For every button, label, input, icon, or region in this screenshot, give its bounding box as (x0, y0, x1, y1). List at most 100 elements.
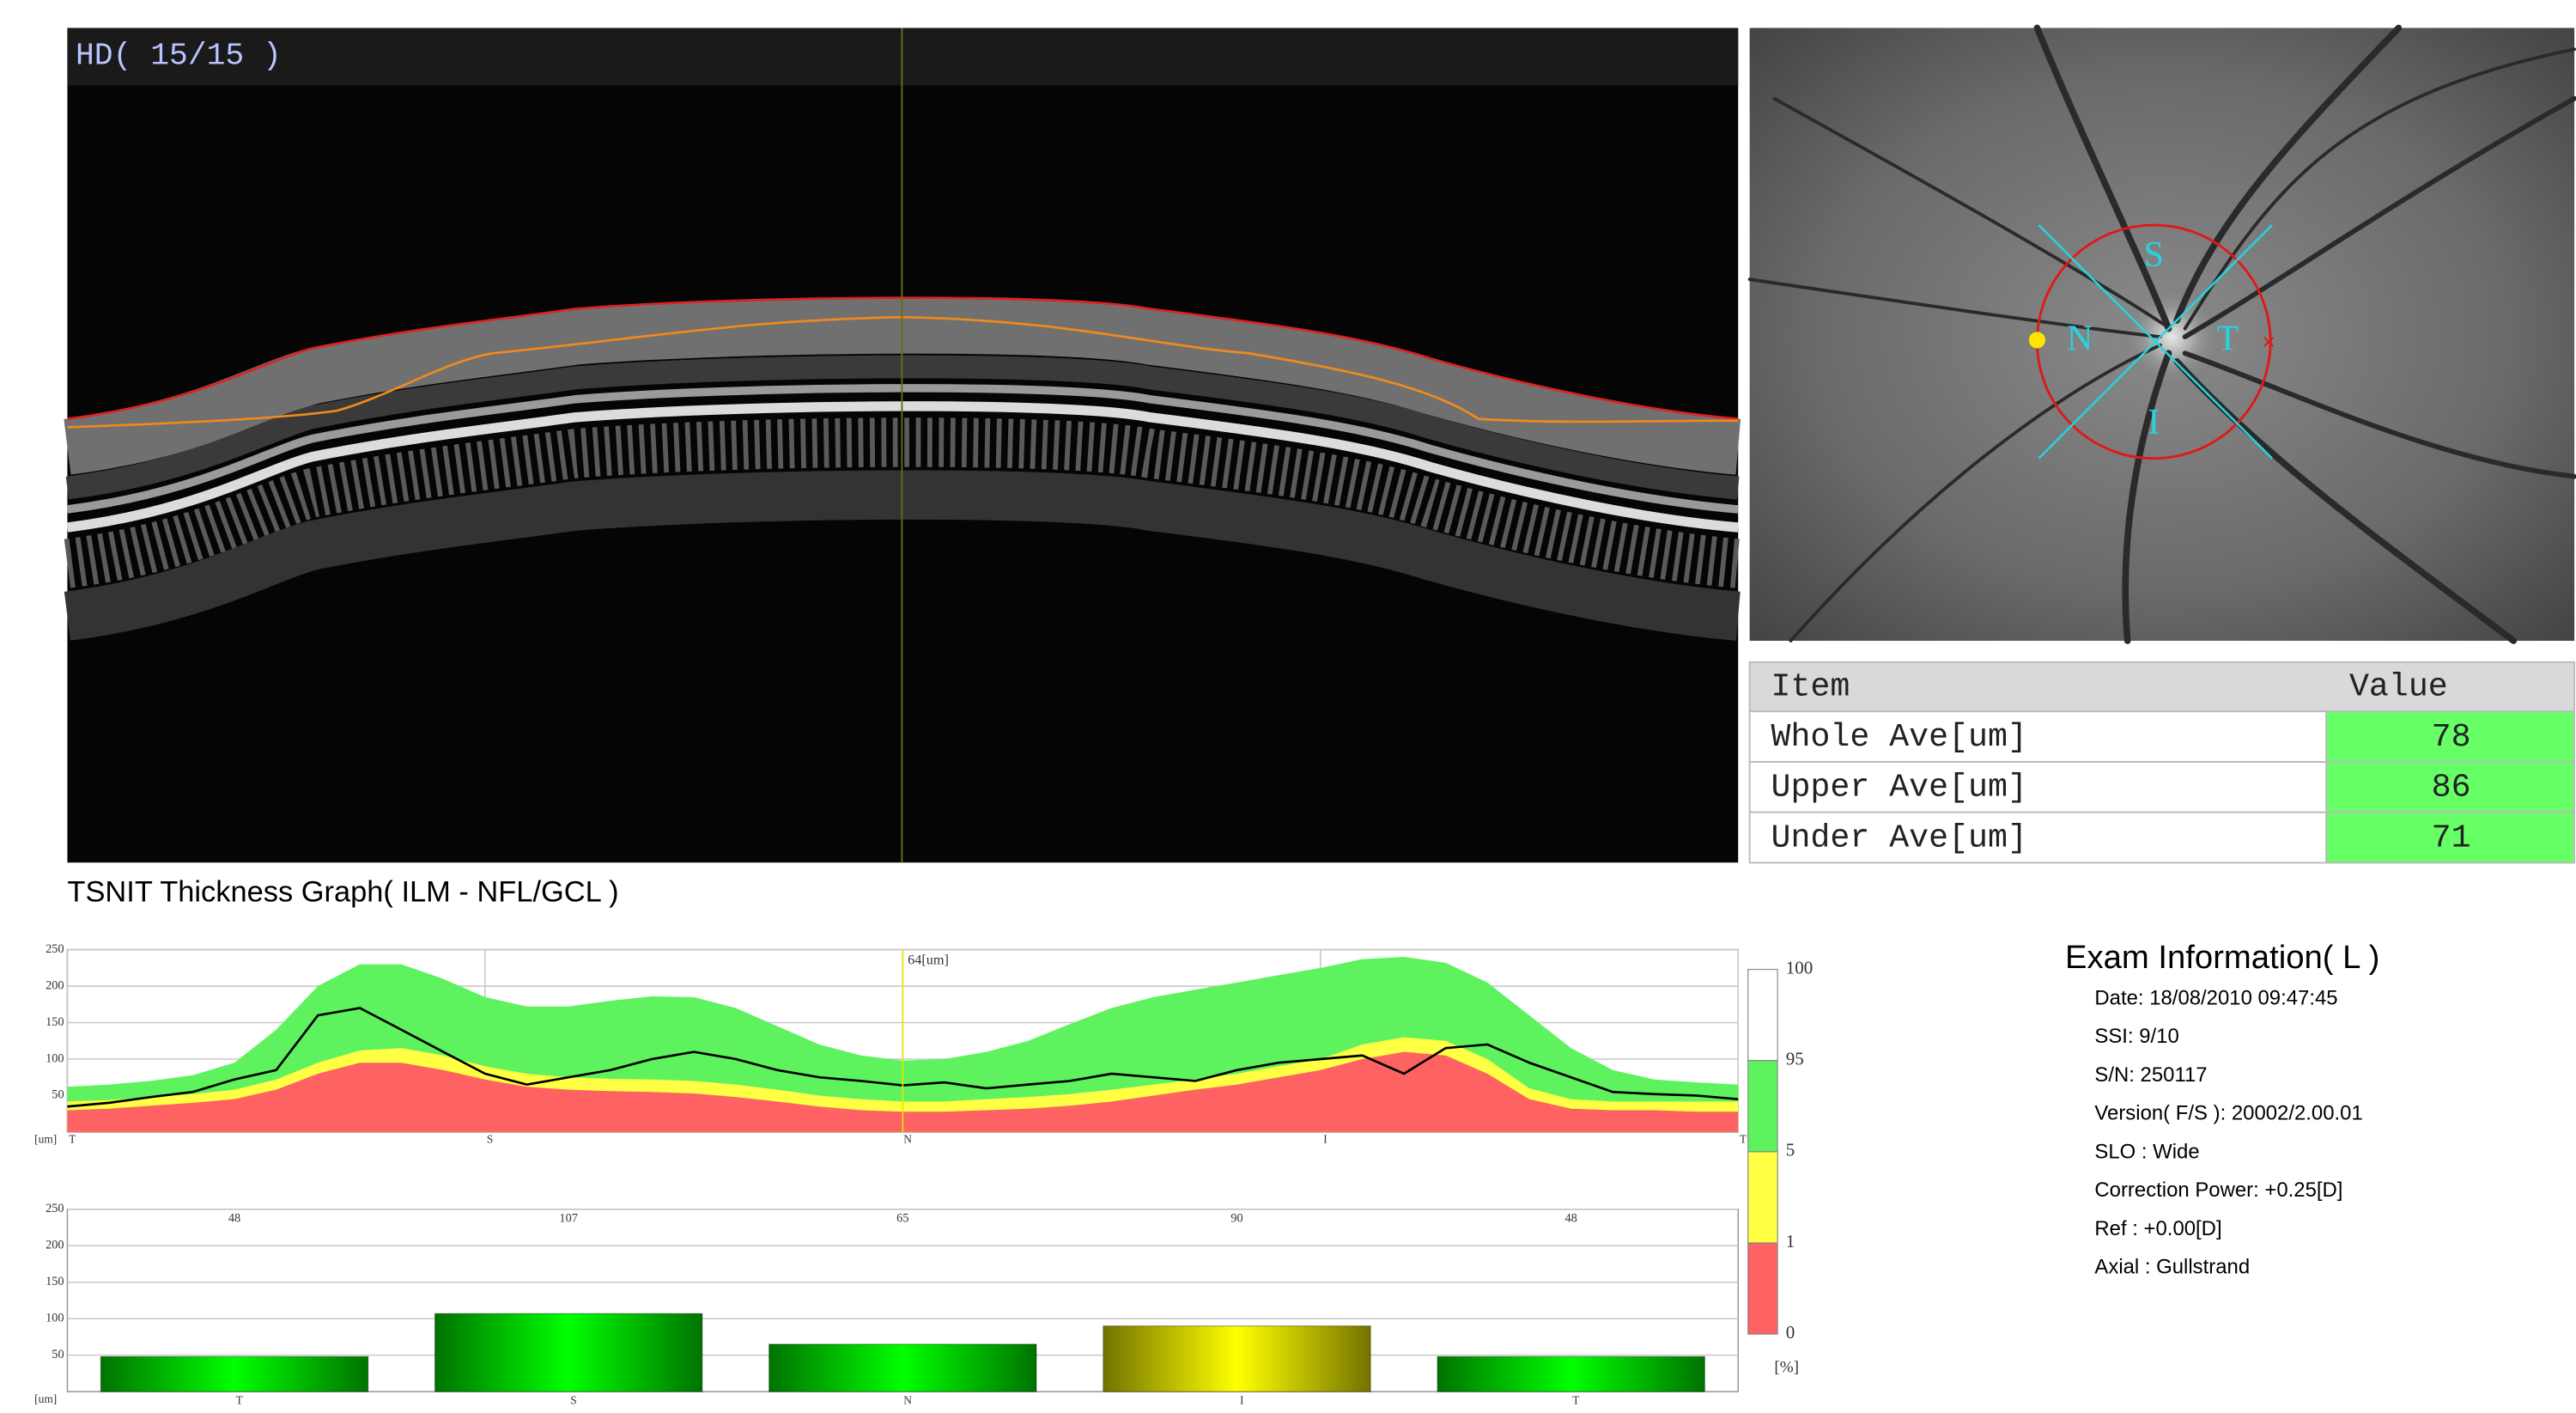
table-row (1748, 710, 2328, 763)
legend-label: 0 (1786, 1322, 1795, 1343)
x-tick-label: T (1740, 1133, 1747, 1146)
table-cell: 78 (2432, 719, 2471, 756)
bar-shade (1437, 1355, 1705, 1392)
quadrant-label: S (2144, 235, 2164, 275)
table-row (1748, 761, 2328, 813)
x-tick-label: T (1572, 1394, 1579, 1407)
cursor-label: 64[um] (908, 953, 949, 968)
legend-band (1747, 1242, 1778, 1335)
table-header-cell: Item (1771, 669, 1850, 706)
legend-label: 5 (1786, 1140, 1795, 1160)
value-label: 90 (1230, 1212, 1242, 1226)
quadrant-label: T (2217, 320, 2239, 359)
deep-choroid (64, 470, 1741, 641)
percentile-area (67, 1051, 1739, 1132)
scan-label: HD( 15/15 ) (76, 39, 282, 74)
y-tick-label: 50 (52, 1088, 64, 1102)
exam-title: Exam Information( L ) (2065, 939, 2379, 976)
oct-top-band (67, 27, 1739, 86)
legend-band (1747, 1060, 1778, 1153)
value-label: 48 (228, 1212, 240, 1226)
x-tick-label: N (903, 1394, 912, 1407)
y-unit: [um] (34, 1133, 57, 1146)
y-tick-label: 100 (46, 1051, 64, 1065)
value-label: 107 (559, 1212, 578, 1226)
legend-band (1747, 1151, 1778, 1244)
ilm-boundary (67, 296, 1739, 421)
bar-edge (100, 1356, 368, 1392)
retina-layers (64, 296, 1741, 641)
y-tick-label: 150 (46, 1015, 64, 1029)
exam-line: Correction Power: +0.25[D] (2094, 1179, 2342, 1202)
bar-edge (1437, 1356, 1705, 1392)
x-tick-label: S (570, 1394, 576, 1407)
legend-label: 100 (1786, 957, 1814, 978)
y-tick-label: 200 (46, 978, 64, 992)
legend-unit: [%] (1774, 1359, 1799, 1377)
table-cell: 71 (2432, 819, 2471, 856)
nfl-boundary (67, 315, 1739, 429)
exam-info: Exam Information( L ) Date: 18/08/2010 0… (2065, 939, 2379, 1278)
y-tick-label: 250 (46, 942, 64, 956)
ipl-layer (65, 355, 1740, 500)
exam-line: Date: 18/08/2010 09:47:45 (2094, 986, 2337, 1009)
summary-table: Item Value Whole Ave[um] 78 Upper Ave[um] 8… (1748, 661, 2576, 864)
nfl-layer (64, 297, 1741, 475)
sector-graph: 50 100 150 200 250 [um] 48 T 107 S 65 N 90 I 48 T (34, 1202, 1739, 1407)
bar-shade (769, 1343, 1037, 1392)
bar-edge (769, 1343, 1037, 1392)
y-tick-label: 200 (46, 1239, 64, 1252)
quadrant-line (2038, 224, 2273, 460)
legend-label: 95 (1786, 1049, 1804, 1069)
exam-line: Ref : +0.00[D] (2094, 1217, 2221, 1240)
choroid-layer (64, 417, 1741, 588)
vessels (1747, 24, 2576, 644)
exam-line: Version( F/S ): 20002/2.00.01 (2094, 1102, 2362, 1125)
exam-line: S/N: 250117 (2094, 1063, 2207, 1087)
y-tick-label: 150 (46, 1275, 64, 1288)
fundus-image: × S N T I (1747, 24, 2576, 644)
optic-disc (2119, 283, 2225, 390)
start-marker (2028, 332, 2046, 349)
x-tick-label: T (236, 1394, 243, 1407)
graph-title: TSNIT Thickness Graph( ILM - NFL/GCL ) (67, 876, 618, 909)
quadrant-label: I (2148, 403, 2160, 442)
table-header-cell: Value (2349, 669, 2448, 706)
x-tick-label: T (69, 1133, 76, 1146)
y-unit: [um] (34, 1392, 57, 1405)
exam-line: Axial : Gullstrand (2094, 1256, 2250, 1279)
percentile-legend: 100 95 5 1 0 [%] (1747, 957, 1814, 1377)
table-header (1748, 661, 2576, 713)
y-tick-label: 250 (46, 1202, 64, 1215)
bar-shade (434, 1313, 703, 1392)
bar-edge (1103, 1325, 1371, 1392)
table-cell: 86 (2432, 770, 2471, 807)
exam-line: SLO : Wide (2094, 1140, 2199, 1163)
table-cell: Under Ave[um] (1771, 819, 2026, 856)
value-label: 48 (1564, 1212, 1577, 1226)
table-cell: Upper Ave[um] (1771, 770, 2026, 807)
bar-shade (1103, 1325, 1371, 1392)
x-tick-label: S (487, 1133, 493, 1146)
rpe-layer (66, 401, 1739, 533)
y-tick-label: 50 (52, 1348, 64, 1361)
tsnit-graph: 50 100 150 200 250 [um] T S N I T 64[um] (34, 942, 1747, 1146)
table-cell: Whole Ave[um] (1771, 719, 2026, 756)
opl-layer (66, 384, 1739, 514)
value-cell (2325, 811, 2576, 864)
bar-shade (100, 1355, 369, 1392)
bar-edge (434, 1313, 702, 1392)
legend-label: 1 (1786, 1231, 1795, 1252)
x-tick-label: N (903, 1133, 912, 1146)
legend-band (1747, 968, 1778, 1062)
value-label: 65 (896, 1212, 908, 1226)
exam-line: SSI: 9/10 (2094, 1025, 2178, 1048)
x-tick-label: I (1323, 1133, 1327, 1146)
quadrant-label: N (2067, 320, 2093, 359)
table-row (1748, 811, 2328, 864)
y-tick-label: 100 (46, 1312, 64, 1325)
value-cell (2325, 710, 2576, 763)
x-tick-label: I (1240, 1394, 1243, 1407)
